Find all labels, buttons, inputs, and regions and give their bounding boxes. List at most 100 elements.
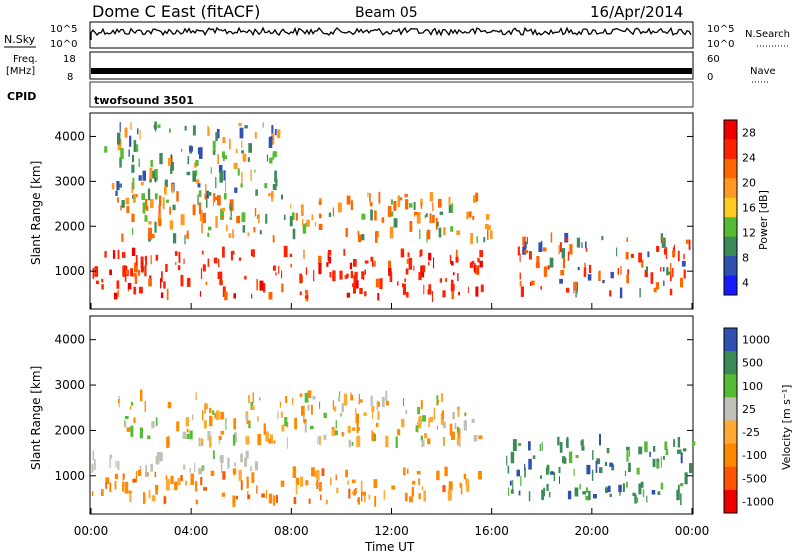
colorbar-tick-label: 24 [742, 152, 756, 165]
data-cell [130, 268, 133, 277]
data-cell [377, 411, 380, 420]
data-cell [626, 237, 628, 242]
data-cell [223, 192, 227, 200]
data-cell [341, 432, 344, 437]
data-cell [451, 261, 454, 266]
data-cell [364, 493, 366, 503]
data-cell [187, 156, 190, 165]
data-cell [131, 182, 133, 193]
colorbar-segment [724, 197, 737, 218]
data-cell [271, 196, 274, 202]
data-cell [125, 197, 130, 205]
data-cell [283, 214, 286, 220]
data-cell [280, 480, 285, 487]
data-cell [625, 251, 629, 260]
data-cell [518, 443, 522, 446]
data-cell [518, 490, 521, 496]
data-cell [236, 215, 241, 224]
data-cell [457, 406, 460, 417]
data-cell [120, 205, 122, 211]
data-cell [457, 273, 459, 281]
data-cell [212, 151, 216, 155]
data-cell [202, 410, 204, 421]
data-cell [356, 435, 361, 447]
data-cell [178, 251, 181, 263]
data-cell [665, 451, 669, 455]
data-cell [299, 291, 302, 296]
data-cell [195, 170, 198, 177]
data-cell [168, 157, 172, 167]
data-cell [134, 276, 138, 285]
data-cell [308, 498, 311, 504]
data-cell [117, 132, 121, 145]
data-cell [653, 287, 657, 293]
data-cell [130, 406, 131, 410]
colorbar-segment [724, 328, 737, 352]
data-cell [274, 152, 277, 158]
data-cell [254, 132, 257, 139]
data-cell [528, 441, 531, 451]
data-cell [581, 445, 585, 451]
data-cell [558, 466, 561, 473]
power-y-axis-title: Slant Range [km] [29, 161, 43, 265]
data-cell [165, 475, 168, 481]
data-cell [159, 153, 163, 165]
data-cell [455, 249, 458, 260]
data-cell [540, 475, 543, 479]
power-colorbar: 28 24 20 16 12 8 4 [723, 119, 756, 296]
data-cell [315, 471, 317, 478]
data-cell [458, 291, 460, 296]
colorbar-tick-label: 1000 [742, 334, 770, 347]
data-cell [339, 270, 343, 280]
data-cell [577, 267, 580, 271]
data-cell [616, 247, 618, 257]
data-cell [449, 423, 453, 436]
data-cell [149, 275, 152, 279]
data-cell [402, 283, 404, 288]
data-cell [171, 162, 174, 171]
data-cell [278, 265, 280, 274]
data-cell [421, 440, 425, 447]
colorbar-tick-label: 28 [742, 127, 756, 140]
data-cell [363, 412, 367, 416]
data-cell [186, 230, 189, 239]
data-cell [543, 266, 547, 277]
data-cell [450, 226, 454, 232]
data-cell [174, 251, 178, 256]
data-cell [357, 230, 360, 236]
date-title: 16/Apr/2014 [590, 3, 683, 21]
data-cell [483, 237, 486, 243]
data-cell [154, 471, 157, 478]
data-cell [639, 288, 641, 298]
frequency-panel: Freq. [MHz] 18 8 60 0 Nave [6, 51, 776, 83]
data-cell [305, 480, 309, 486]
data-cell [609, 290, 612, 297]
data-cell [665, 247, 668, 259]
data-cell [445, 278, 447, 282]
data-cell [139, 130, 141, 140]
data-cell [273, 495, 276, 506]
data-cell [585, 248, 588, 252]
data-cell [361, 271, 365, 280]
data-cell [189, 430, 193, 440]
data-cell [682, 448, 687, 452]
data-cell [316, 470, 320, 481]
data-cell [406, 468, 409, 474]
data-cell [473, 435, 478, 442]
data-cell [319, 436, 321, 445]
data-cell [486, 225, 491, 231]
data-cell [233, 418, 237, 430]
data-cell [372, 432, 375, 442]
data-cell [265, 213, 268, 224]
data-cell [350, 200, 353, 211]
data-cell [465, 411, 467, 417]
data-cell [609, 493, 612, 497]
data-cell [149, 167, 153, 180]
data-cell [512, 439, 517, 451]
data-cell [258, 214, 260, 224]
data-cell [244, 275, 247, 280]
data-cell [667, 271, 671, 275]
data-cell [642, 489, 645, 498]
data-cell [199, 147, 203, 159]
data-cell [204, 193, 208, 200]
